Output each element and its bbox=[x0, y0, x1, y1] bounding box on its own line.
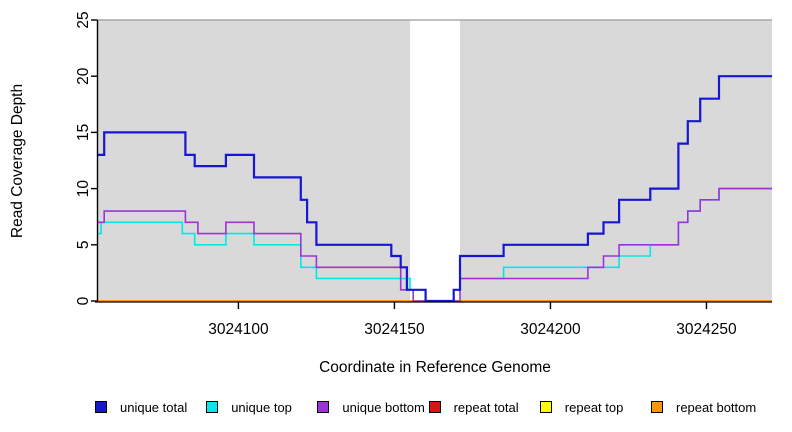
repeat-bottom-swatch bbox=[651, 401, 663, 413]
legend-item-unique-bottom: unique bottom bbox=[317, 398, 425, 416]
y-tick-label: 10 bbox=[75, 180, 92, 198]
series-unique-total bbox=[98, 75, 772, 303]
legend-item-unique-total: unique total bbox=[95, 398, 187, 416]
x-tick-label: 3024200 bbox=[520, 321, 581, 338]
y-tick-label: 25 bbox=[75, 11, 92, 28]
repeat-total-swatch bbox=[428, 401, 441, 413]
y-axis-title: Read Coverage Depth bbox=[9, 84, 26, 238]
unique-bottom-swatch bbox=[317, 401, 330, 413]
axes: 0 5 10 15 20 25 3024100 3024150 3024200 3024250 bbox=[75, 11, 772, 338]
legend: unique total unique top unique bottom repea… bbox=[0, 398, 792, 418]
legend-label: repeat top bbox=[564, 399, 624, 415]
coverage-gap-band bbox=[410, 20, 460, 301]
legend-label: repeat total bbox=[453, 399, 519, 415]
x-axis-title: Coordinate in Reference Genome bbox=[319, 359, 551, 376]
legend-label: unique top bbox=[231, 399, 292, 415]
legend-item-unique-top: unique top bbox=[206, 398, 292, 416]
repeat-top-swatch bbox=[539, 401, 552, 413]
legend-label: unique bottom bbox=[342, 399, 425, 415]
y-tick-label: 0 bbox=[75, 296, 92, 305]
unique-total-swatch bbox=[95, 401, 107, 413]
x-tick-label: 3024100 bbox=[208, 321, 269, 338]
x-tick-label: 3024150 bbox=[364, 321, 425, 338]
series-lines bbox=[98, 75, 772, 303]
legend-item-repeat-top: repeat top bbox=[539, 398, 624, 416]
series-unique-bottom bbox=[98, 187, 772, 302]
y-tick-label: 15 bbox=[75, 124, 92, 141]
legend-item-repeat-bottom: repeat bottom bbox=[651, 398, 756, 416]
plot-background bbox=[98, 19, 772, 301]
legend-item-repeat-total: repeat total bbox=[428, 398, 519, 416]
legend-label: repeat bottom bbox=[676, 399, 757, 415]
x-tick-label: 3024250 bbox=[676, 321, 737, 338]
unique-top-swatch bbox=[206, 401, 219, 413]
y-tick-label: 20 bbox=[75, 67, 92, 85]
y-tick-label: 5 bbox=[75, 240, 92, 249]
legend-label: unique total bbox=[120, 399, 188, 415]
